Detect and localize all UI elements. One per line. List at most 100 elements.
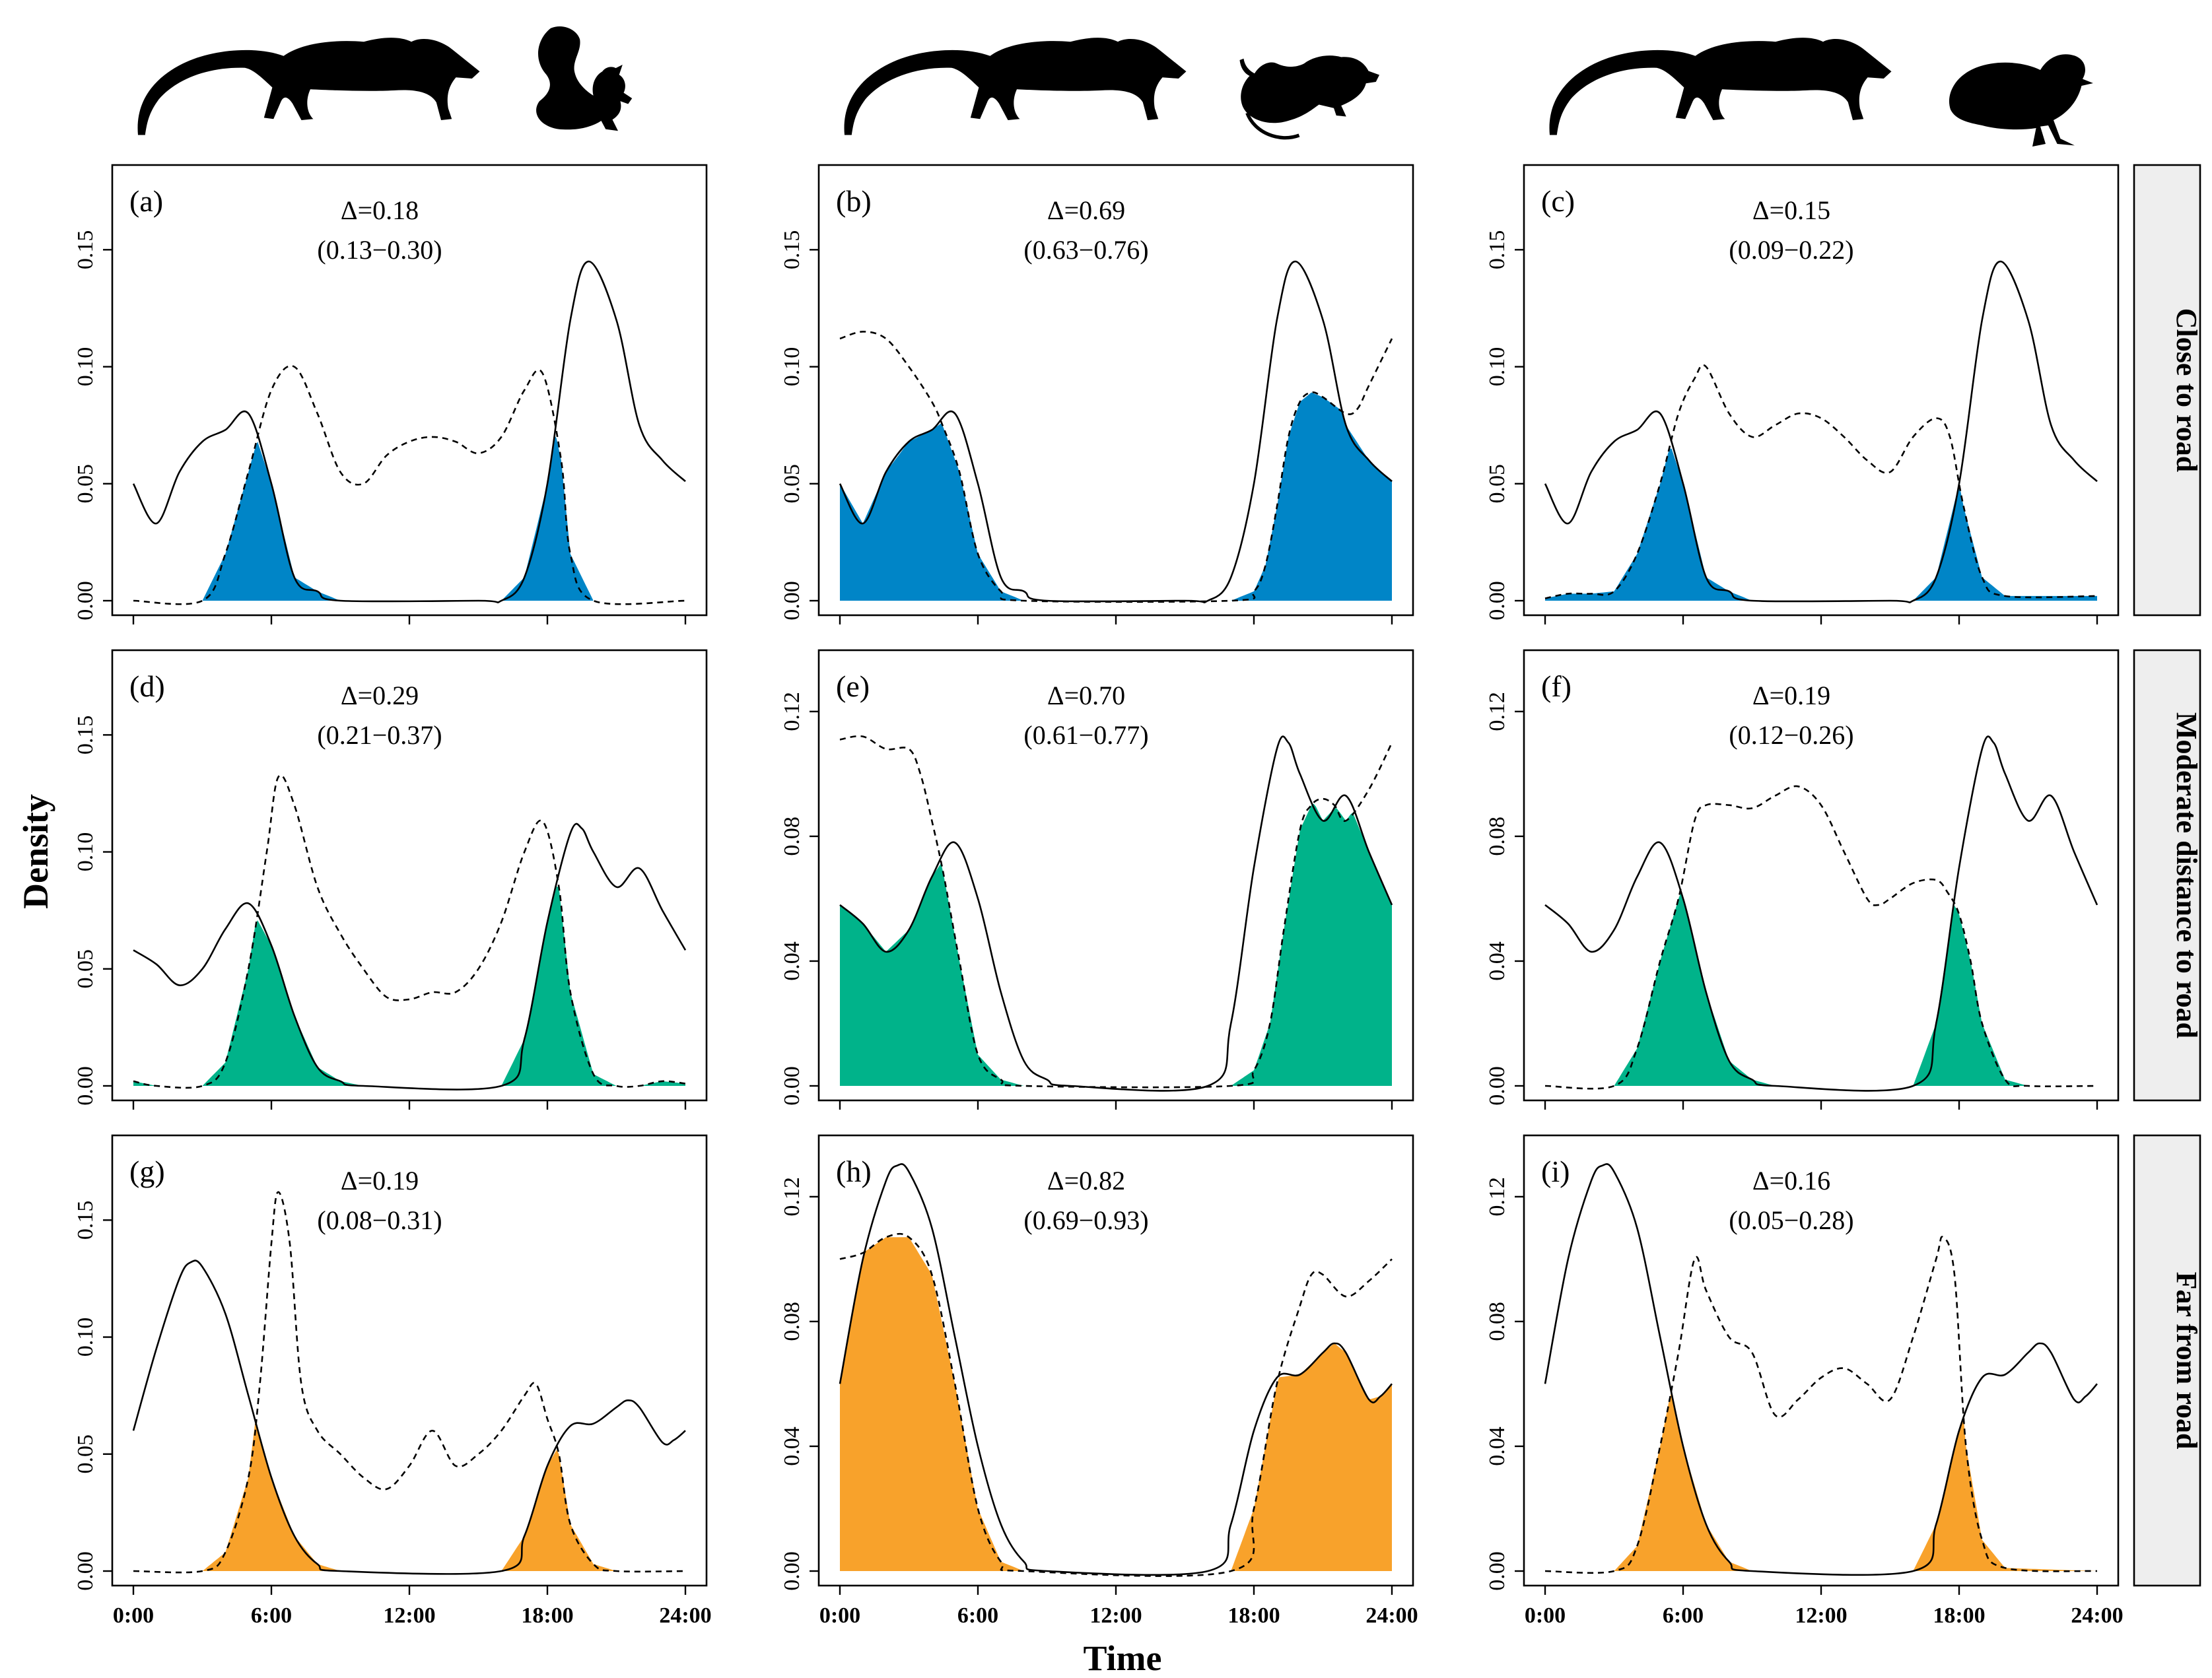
panel-label: (h) (836, 1155, 872, 1188)
strip-label: Close to road (2170, 308, 2203, 473)
overlap-area (1545, 448, 2097, 601)
delta-value: Δ=0.19 (341, 1166, 419, 1195)
y-tick-label: 0.15 (73, 1201, 98, 1240)
x-tick-label: 18:00 (1227, 1603, 1280, 1628)
y-tick-label: 0.10 (780, 347, 804, 387)
delta-ci: (0.61−0.77) (1023, 720, 1148, 750)
y-tick-label: 0.10 (73, 832, 98, 872)
strip-box (2133, 1134, 2201, 1587)
panel-g: 0.00 0.05 0.10 0.15 0:00 6:00 12:00 18:00 24:00 (… (73, 1134, 712, 1628)
overlap-area (1545, 892, 2097, 1086)
species-silhouettes (137, 26, 2093, 147)
delta-value: Δ=0.29 (341, 681, 419, 710)
y-tick-label: 0.15 (73, 230, 98, 270)
solid-density-line (1544, 735, 2098, 1092)
y-tick-label: 0.08 (780, 1302, 804, 1341)
delta-ci: (0.09−0.22) (1729, 235, 1853, 265)
panel-d: 0.00 0.05 0.10 0.15 (d) Δ=0.29 (0.21−0.37) (73, 649, 708, 1110)
x-tick-label: 0:00 (1525, 1603, 1566, 1628)
y-axis-title: Density (16, 794, 55, 909)
y-tick-label: 0.10 (73, 1318, 98, 1357)
y-tick-label: 0.00 (1485, 1551, 1509, 1591)
panel-label: (a) (129, 184, 163, 218)
x-tick-label: 18:00 (1933, 1603, 1985, 1628)
dashed-density-line (1544, 1236, 2098, 1574)
x-tick-label: 0:00 (113, 1603, 154, 1628)
overlap-area (840, 803, 1392, 1086)
dashed-density-line (133, 1191, 686, 1574)
y-tick-label: 0.04 (1485, 1426, 1509, 1466)
panel-h: 0.00 0.04 0.08 0.12 0:00 6:00 12:00 18:00 24:00 (… (780, 1134, 1418, 1628)
delta-value: Δ=0.19 (1752, 681, 1830, 710)
x-tick-label: 24:00 (659, 1603, 711, 1628)
dashed-density-line (1544, 364, 2098, 599)
strip-box (2133, 164, 2201, 617)
panel-label: (i) (1541, 1155, 1570, 1188)
squirrel-silhouette-icon (536, 26, 633, 131)
delta-ci: (0.08−0.31) (317, 1205, 442, 1235)
delta-ci: (0.21−0.37) (317, 720, 442, 750)
panel-frame (111, 1134, 708, 1587)
solid-density-line (839, 260, 1393, 603)
strip-2: Moderate distance to road (2133, 649, 2203, 1102)
panel-f: 0.00 0.04 0.08 0.12 (f) Δ=0.19 (0.12−0.26) (1485, 649, 2120, 1110)
strip-label: Far from road (2170, 1272, 2203, 1450)
x-tick-label: 12:00 (1795, 1603, 1847, 1628)
y-tick-label: 0.05 (73, 464, 98, 504)
y-tick-label: 0.15 (1485, 230, 1509, 270)
panel-e: 0.00 0.04 0.08 0.12 (e) Δ=0.70 (0.61−0.77) (780, 649, 1414, 1110)
y-tick-label: 0.12 (780, 1177, 804, 1217)
y-tick-label: 0.00 (73, 1066, 98, 1106)
dashed-density-line (839, 331, 1393, 603)
y-tick-label: 0.00 (73, 581, 98, 621)
y-tick-label: 0.04 (1485, 941, 1509, 981)
strip-box (2133, 649, 2201, 1102)
civet-silhouette-icon (844, 38, 1187, 135)
overlap-area (840, 392, 1392, 601)
y-tick-label: 0.15 (73, 716, 98, 755)
panel-c: 0.00 0.05 0.10 0.15 (c) Δ=0.15 (0.09−0.22) (1485, 164, 2120, 624)
y-tick-label: 0.00 (1485, 581, 1509, 621)
panel-frame (111, 649, 708, 1102)
y-tick-label: 0.00 (1485, 1066, 1509, 1106)
solid-density-line (133, 822, 687, 1091)
y-tick-label: 0.05 (1485, 464, 1509, 504)
overlap-area (133, 887, 685, 1086)
y-tick-label: 0.05 (73, 949, 98, 989)
panel-grid: 0.000.050.100.15(a) Δ=0.18(0.13−0.30)0.00… (73, 164, 2124, 1628)
panel-label: (e) (836, 669, 870, 703)
y-tick-label: 0.00 (73, 1551, 98, 1591)
strip-label: Moderate distance to road (2170, 712, 2203, 1038)
delta-value: Δ=0.15 (1752, 195, 1830, 225)
x-tick-label: 24:00 (1365, 1603, 1418, 1628)
y-tick-label: 0.05 (780, 464, 804, 504)
y-tick-label: 0.08 (780, 817, 804, 856)
dashed-density-line (1544, 785, 2098, 1090)
y-tick-label: 0.00 (780, 1551, 804, 1591)
panel-label: (f) (1541, 669, 1572, 703)
y-tick-label: 0.12 (1485, 692, 1509, 731)
civet-silhouette-icon (1549, 38, 1892, 135)
panel-frame (1523, 649, 2120, 1102)
x-tick-label: 12:00 (1089, 1603, 1142, 1628)
delta-ci: (0.69−0.93) (1023, 1205, 1148, 1235)
panel-frame (1523, 1134, 2120, 1587)
delta-value: Δ=0.70 (1047, 681, 1125, 710)
x-axis-label: Time (1084, 1638, 1162, 1678)
panel-b: 0.00 0.05 0.10 0.15 (b) Δ=0.69 (0.63−0.76) (780, 164, 1414, 624)
y-tick-label: 0.12 (780, 692, 804, 731)
overlap-area (840, 1237, 1392, 1571)
x-tick-label: 6:00 (1663, 1603, 1704, 1628)
strip-labels: Close to road Moderate distance to road Fa… (2133, 164, 2203, 1587)
solid-density-line (132, 1259, 686, 1575)
solid-density-line (839, 1163, 1393, 1576)
delta-value: Δ=0.82 (1047, 1166, 1125, 1195)
y-tick-label: 0.08 (1485, 1302, 1509, 1341)
x-tick-label: 0:00 (819, 1603, 860, 1628)
delta-ci: (0.13−0.30) (317, 235, 442, 265)
overlap-area (1545, 1392, 2097, 1571)
delta-value: Δ=0.16 (1752, 1166, 1830, 1195)
panel-label: (b) (836, 184, 872, 218)
dashed-density-line (133, 774, 686, 1089)
